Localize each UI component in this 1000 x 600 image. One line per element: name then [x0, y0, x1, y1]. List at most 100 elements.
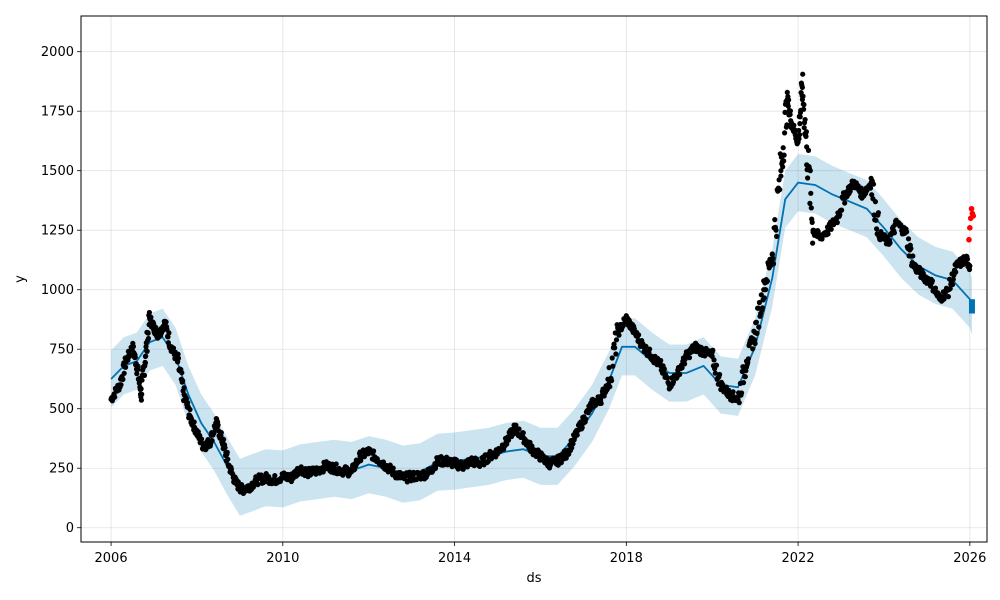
- observed-point: [155, 332, 161, 338]
- observed-point: [825, 231, 831, 237]
- observed-point: [606, 377, 612, 383]
- x-tick-label: 2018: [610, 551, 643, 566]
- observed-point: [371, 448, 377, 454]
- observed-point: [761, 295, 767, 301]
- observed-point: [348, 469, 355, 475]
- observed-point: [781, 158, 787, 164]
- observed-point: [151, 325, 157, 331]
- observed-point: [609, 355, 615, 361]
- observed-point: [683, 353, 690, 359]
- observed-point: [232, 479, 239, 486]
- observed-point: [777, 187, 783, 193]
- observed-point: [670, 379, 677, 385]
- observed-point: [710, 347, 716, 353]
- observed-point: [569, 445, 575, 451]
- observed-point: [615, 329, 621, 336]
- observed-point: [911, 263, 917, 269]
- observed-point: [778, 173, 784, 179]
- observed-point: [417, 472, 423, 478]
- observed-point: [323, 463, 329, 469]
- observed-point: [803, 133, 809, 139]
- test-point: [970, 213, 977, 219]
- observed-point: [413, 476, 420, 483]
- observed-point: [138, 397, 144, 403]
- observed-point: [894, 220, 900, 226]
- observed-point: [709, 353, 715, 359]
- observed-point: [162, 320, 168, 326]
- x-tick-label: 2026: [953, 551, 986, 566]
- observed-point: [809, 219, 815, 225]
- observed-point: [842, 191, 848, 198]
- observed-point: [834, 215, 840, 221]
- observed-point: [194, 429, 200, 436]
- observed-point: [778, 168, 784, 174]
- observed-point: [937, 296, 943, 302]
- observed-point: [390, 465, 396, 471]
- observed-point: [272, 473, 278, 479]
- x-tick-label: 2022: [782, 551, 815, 566]
- observed-point: [910, 253, 916, 259]
- observed-point: [579, 425, 585, 431]
- observed-point: [789, 120, 795, 126]
- observed-point: [675, 370, 681, 376]
- observed-point: [780, 145, 786, 151]
- forecast-tail: [968, 299, 975, 314]
- observed-point: [139, 377, 145, 383]
- observed-point: [906, 253, 912, 259]
- observed-point: [756, 324, 762, 330]
- y-tick-label: 1000: [41, 283, 74, 298]
- observed-point: [803, 129, 810, 135]
- observed-point: [469, 458, 475, 464]
- observed-point: [391, 470, 398, 476]
- observed-point: [801, 125, 807, 131]
- observed-point: [742, 374, 748, 380]
- observed-point: [799, 84, 805, 91]
- observed-point: [782, 130, 788, 136]
- observed-point: [175, 358, 181, 364]
- observed-point: [950, 276, 956, 282]
- observed-point: [795, 139, 801, 145]
- observed-point: [537, 453, 544, 459]
- observed-point: [610, 363, 616, 369]
- observed-point: [200, 444, 206, 450]
- observed-point: [701, 348, 707, 355]
- observed-point: [426, 470, 432, 476]
- observed-point: [797, 132, 803, 138]
- observed-point: [950, 281, 956, 288]
- observed-point: [805, 175, 811, 181]
- observed-point: [181, 385, 187, 391]
- observed-point: [409, 473, 415, 480]
- observed-point: [792, 127, 798, 133]
- observed-point: [460, 463, 466, 469]
- observed-point: [108, 396, 114, 402]
- observed-point: [572, 434, 578, 440]
- observed-points-layer: [108, 71, 973, 496]
- observed-point: [851, 180, 857, 186]
- observed-point: [218, 430, 224, 436]
- observed-point: [770, 255, 776, 261]
- observed-point: [666, 382, 672, 388]
- test-points-layer: [966, 205, 977, 243]
- observed-point: [187, 406, 193, 413]
- observed-point: [787, 108, 794, 114]
- observed-point: [801, 102, 807, 108]
- observed-point: [374, 456, 380, 462]
- observed-point: [271, 477, 277, 483]
- uncertainty-band: [111, 154, 973, 516]
- observed-point: [658, 363, 664, 369]
- observed-point: [142, 360, 148, 366]
- observed-point: [712, 370, 718, 376]
- y-tick-label: 1750: [41, 105, 74, 120]
- observed-point: [868, 180, 874, 186]
- observed-point: [142, 353, 149, 359]
- observed-point: [512, 425, 518, 431]
- observed-point: [743, 358, 750, 364]
- observed-point: [664, 375, 671, 381]
- y-tick-label: 2000: [41, 45, 74, 60]
- observed-point: [168, 344, 174, 350]
- observed-point: [366, 448, 372, 455]
- observed-point: [837, 212, 843, 218]
- observed-point: [225, 456, 231, 462]
- observed-point: [932, 285, 939, 291]
